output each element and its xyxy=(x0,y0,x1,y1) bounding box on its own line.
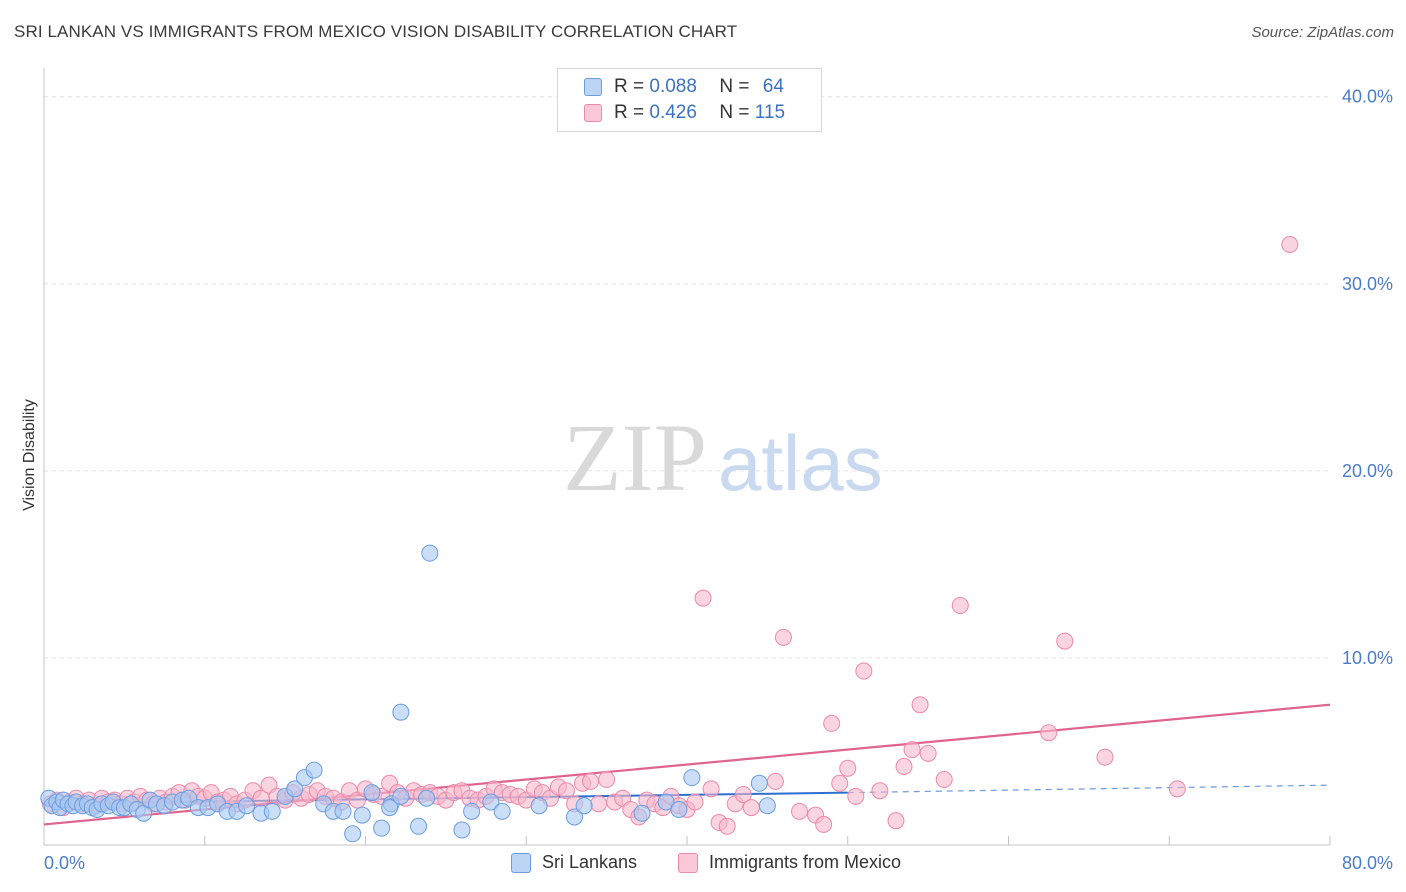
point-mexico xyxy=(815,815,833,833)
point-sri-lankan xyxy=(363,784,381,802)
point-mexico xyxy=(855,662,873,680)
point-sri-lankan xyxy=(453,821,471,839)
bottom-legend: Sri Lankans Immigrants from Mexico xyxy=(0,852,1406,878)
x-tick-label: 80.0% xyxy=(1342,853,1393,873)
point-sri-lankan xyxy=(493,802,511,820)
point-mexico xyxy=(1096,748,1114,766)
chart-title: SRI LANKAN VS IMMIGRANTS FROM MEXICO VIS… xyxy=(14,22,738,41)
bottom-legend-label-sri-lankans: Sri Lankans xyxy=(542,852,638,872)
legend-row-sri-lankans: R = 0.088 N = 64 xyxy=(584,74,784,100)
legend-n-label: N = xyxy=(719,76,750,97)
point-mexico xyxy=(686,793,704,811)
point-mexico xyxy=(951,597,969,615)
point-sri-lankan xyxy=(758,797,776,815)
point-mexico xyxy=(903,741,921,759)
point-sri-lankan xyxy=(263,802,281,820)
watermark-atlas: atlas xyxy=(718,419,883,507)
point-mexico xyxy=(557,782,575,800)
point-mexico xyxy=(590,795,608,813)
point-mexico xyxy=(847,787,865,805)
point-mexico xyxy=(911,696,929,714)
point-mexico xyxy=(1040,724,1058,742)
point-sri-lankan xyxy=(410,817,428,835)
point-sri-lankan xyxy=(530,797,548,815)
axes xyxy=(43,68,1331,846)
point-mexico xyxy=(1168,780,1186,798)
point-sri-lankan xyxy=(353,806,371,824)
legend-swatch-blue xyxy=(584,78,602,96)
grid-lines xyxy=(44,96,1330,659)
point-sri-lankan xyxy=(683,769,701,787)
y-axis-label: Vision Disability xyxy=(21,399,38,511)
y-tick-label: 30.0% xyxy=(1342,274,1393,294)
point-mexico xyxy=(1281,235,1299,253)
point-mexico xyxy=(887,812,905,830)
legend-row-mexico: R = 0.426 N = 115 xyxy=(584,100,785,126)
legend-swatch-pink xyxy=(584,104,602,122)
y-tick-label: 10.0% xyxy=(1342,648,1393,668)
point-sri-lankan xyxy=(381,799,399,817)
point-mexico xyxy=(791,802,809,820)
watermark-zip: ZIP xyxy=(563,404,707,511)
source-label: Source: ZipAtlas.com xyxy=(1251,24,1394,41)
point-sri-lankan xyxy=(286,780,304,798)
point-mexico xyxy=(895,757,913,775)
point-mexico xyxy=(935,771,953,789)
bottom-legend-label-mexico: Immigrants from Mexico xyxy=(709,852,902,872)
bottom-legend-swatch-blue xyxy=(511,852,531,873)
point-mexico xyxy=(718,817,736,835)
point-sri-lankan xyxy=(344,825,362,843)
point-sri-lankan xyxy=(392,703,410,721)
legend-r-label: R = xyxy=(614,102,645,123)
point-mexico xyxy=(774,628,792,646)
point-sri-lankan xyxy=(670,800,688,818)
bottom-legend-mexico: Immigrants from Mexico xyxy=(678,852,901,873)
point-sri-lankan xyxy=(482,793,500,811)
y-tick-label: 40.0% xyxy=(1342,87,1393,107)
trend-line-sri-lankans-extension xyxy=(847,784,1331,794)
point-sri-lankan xyxy=(305,761,323,779)
bottom-legend-swatch-pink xyxy=(678,852,698,873)
point-sri-lankan xyxy=(633,804,651,822)
legend-n-label: N = xyxy=(719,102,750,123)
point-mexico xyxy=(702,780,720,798)
watermark: ZIP atlas xyxy=(563,404,883,511)
legend-r-label: R = xyxy=(614,76,645,97)
data-points xyxy=(40,235,1299,843)
point-mexico xyxy=(694,589,712,607)
point-sri-lankan xyxy=(750,774,768,792)
point-sri-lankan xyxy=(421,544,439,562)
legend-n-value: 64 xyxy=(762,76,784,97)
legend-r-value: 0.426 xyxy=(649,102,697,123)
point-sri-lankan xyxy=(565,808,583,826)
y-tick-label: 20.0% xyxy=(1342,461,1393,481)
point-mexico xyxy=(871,782,889,800)
tick-labels: 10.0% 20.0% 30.0% 40.0% 0.0% 80.0% xyxy=(44,87,1393,873)
point-mexico xyxy=(1056,632,1074,650)
legend: R = 0.088 N = 64 R = 0.426 N = 115 xyxy=(557,68,822,132)
point-mexico xyxy=(919,744,937,762)
x-tick-label: 0.0% xyxy=(44,853,85,873)
point-sri-lankan xyxy=(373,819,391,837)
point-sri-lankan xyxy=(418,789,436,807)
point-mexico xyxy=(582,772,600,790)
legend-r-value: 0.088 xyxy=(649,76,697,97)
point-sri-lankan xyxy=(463,802,481,820)
point-mexico xyxy=(598,771,616,789)
point-mexico xyxy=(831,774,849,792)
point-sri-lankan xyxy=(392,787,410,805)
point-sri-lankan xyxy=(334,802,352,820)
point-mexico xyxy=(766,772,784,790)
point-mexico xyxy=(734,785,752,803)
point-mexico xyxy=(742,799,760,817)
point-sri-lankan xyxy=(575,797,593,815)
point-mexico xyxy=(839,759,857,777)
legend-n-value: 115 xyxy=(754,102,786,123)
point-mexico xyxy=(823,714,841,732)
point-sri-lankan xyxy=(238,797,256,815)
bottom-legend-sri-lankans: Sri Lankans xyxy=(511,852,637,873)
point-sri-lankan xyxy=(657,793,675,811)
